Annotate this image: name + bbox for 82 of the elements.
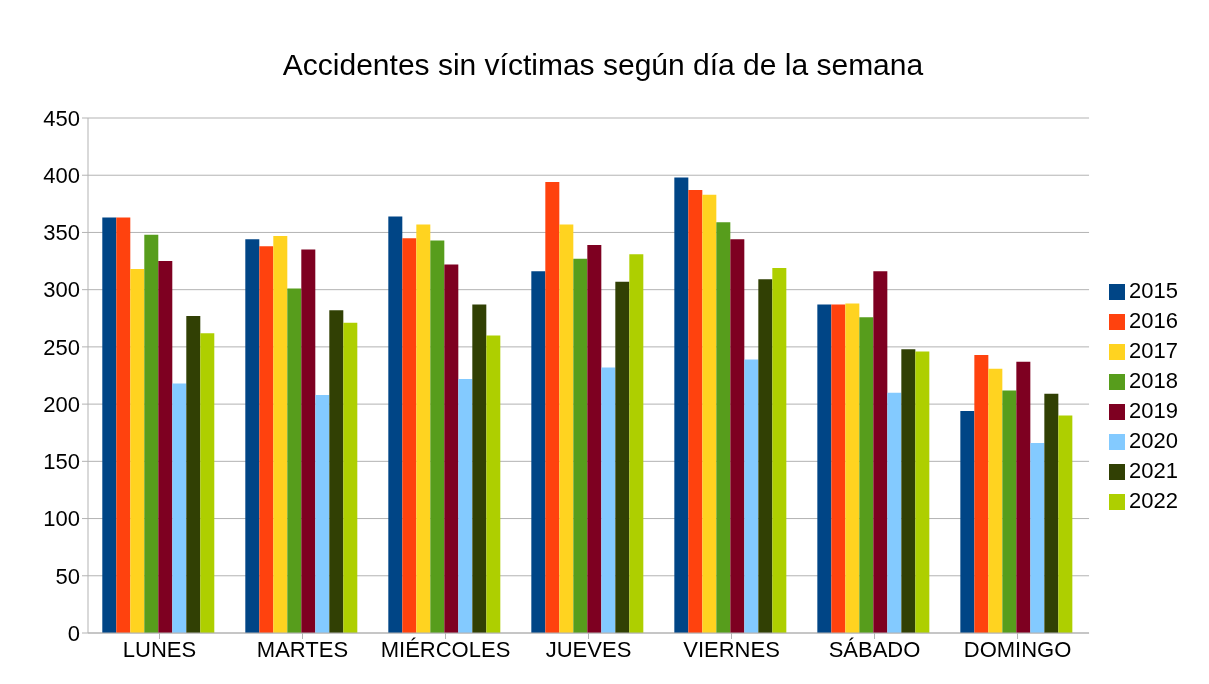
bar xyxy=(545,182,560,633)
y-tick-label: 450 xyxy=(43,105,80,131)
y-tick-label: 350 xyxy=(43,220,80,246)
bar xyxy=(102,217,117,633)
bar xyxy=(615,281,630,633)
bar xyxy=(887,392,902,633)
bar xyxy=(430,240,445,633)
y-tick-label: 400 xyxy=(43,163,80,189)
legend-label: 2018 xyxy=(1129,367,1178,393)
x-tick-label: SÁBADO xyxy=(828,636,921,662)
legend-label: 2022 xyxy=(1129,487,1178,513)
x-tick-label: VIERNES xyxy=(683,636,780,662)
bar xyxy=(873,271,888,633)
bar xyxy=(186,315,201,633)
bar xyxy=(144,234,159,633)
legend-label: 2020 xyxy=(1129,427,1178,453)
bar xyxy=(587,245,602,633)
bar xyxy=(1044,393,1059,633)
bar xyxy=(486,335,501,633)
bar xyxy=(758,279,773,633)
bar xyxy=(1016,361,1031,633)
bar xyxy=(915,351,930,633)
bar xyxy=(531,271,546,633)
bar xyxy=(702,194,717,633)
bar xyxy=(444,264,459,633)
bar xyxy=(343,322,358,633)
bar xyxy=(629,254,644,633)
legend-label: 2017 xyxy=(1129,337,1178,363)
bar xyxy=(130,269,145,633)
legend-label: 2019 xyxy=(1129,397,1178,423)
bar xyxy=(817,304,832,633)
bar xyxy=(988,368,1003,633)
x-tick-label: JUEVES xyxy=(545,636,632,662)
bar xyxy=(245,239,260,633)
bar xyxy=(601,367,616,633)
bar xyxy=(273,235,288,633)
legend-label: 2015 xyxy=(1129,277,1178,303)
bar xyxy=(315,394,330,633)
x-tick-label: LUNES xyxy=(122,636,197,662)
bar xyxy=(901,349,916,633)
legend-label: 2021 xyxy=(1129,457,1178,483)
y-tick-label: 200 xyxy=(43,391,80,417)
x-tick-label: MIÉRCOLES xyxy=(380,636,511,662)
legend-label: 2016 xyxy=(1129,307,1178,333)
bar xyxy=(1002,390,1017,633)
y-tick-label: 250 xyxy=(43,334,80,360)
bar xyxy=(688,190,703,633)
bar xyxy=(674,177,689,633)
bar xyxy=(388,216,403,633)
bar xyxy=(845,303,860,633)
bar xyxy=(1058,415,1073,633)
bar xyxy=(301,249,316,633)
bar xyxy=(1030,443,1045,633)
bar xyxy=(744,359,759,633)
bar xyxy=(200,333,215,633)
bar xyxy=(730,239,745,633)
bar xyxy=(158,261,173,633)
bar xyxy=(573,258,588,633)
bar xyxy=(772,267,787,633)
bar xyxy=(716,222,731,633)
bar xyxy=(172,383,187,633)
x-tick-label: MARTES xyxy=(256,636,349,662)
bar xyxy=(960,410,975,633)
bar xyxy=(559,224,574,633)
bar xyxy=(259,246,274,633)
y-tick-label: 0 xyxy=(67,620,80,646)
chart-title: Accidentes sin víctimas según día de la semana xyxy=(282,48,924,81)
bar xyxy=(859,317,874,633)
y-tick-label: 300 xyxy=(43,277,80,303)
x-tick-label: DOMINGO xyxy=(963,636,1072,662)
y-tick-label: 50 xyxy=(55,563,80,589)
y-tick-label: 150 xyxy=(43,449,80,475)
bar xyxy=(458,378,473,633)
y-tick-label: 100 xyxy=(43,506,80,532)
bar xyxy=(329,310,344,633)
bar xyxy=(831,304,846,633)
bar xyxy=(472,304,487,633)
bar xyxy=(116,217,131,633)
bar xyxy=(974,354,989,633)
bar xyxy=(416,224,431,633)
bar xyxy=(287,288,302,633)
bar xyxy=(402,238,417,633)
